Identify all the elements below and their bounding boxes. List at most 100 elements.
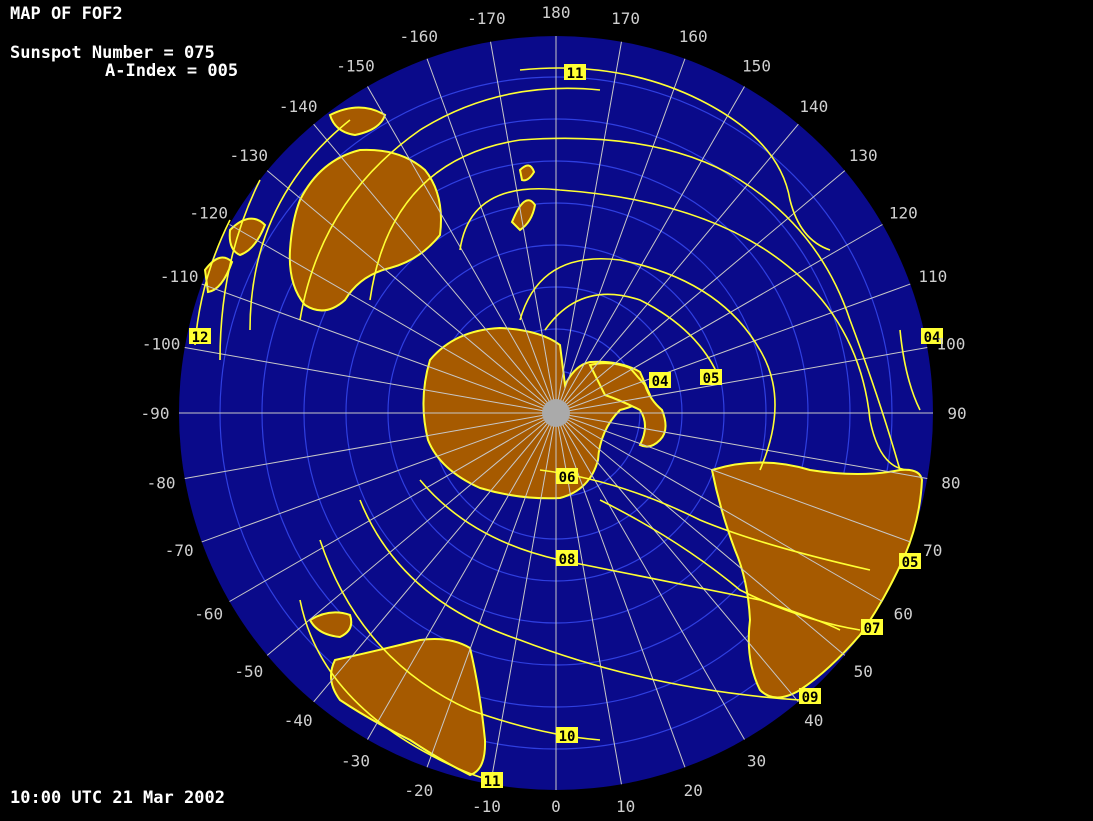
longitude-label: 80 <box>941 474 960 493</box>
meridian-line <box>555 412 928 479</box>
south-pole <box>542 399 570 427</box>
contour-09 <box>359 499 801 701</box>
new-zealand-north <box>518 164 536 182</box>
svg-text:08: 08 <box>559 552 576 568</box>
svg-text:06: 06 <box>559 470 576 486</box>
contour-07 <box>599 499 861 631</box>
longitude-label: -110 <box>160 267 199 286</box>
longitude-label: 10 <box>616 797 635 816</box>
contour-06 <box>369 137 901 471</box>
contour-label: 04 <box>921 328 943 346</box>
longitude-label: 50 <box>854 662 873 681</box>
longitude-label: -40 <box>284 711 313 730</box>
longitude-label: -120 <box>189 204 228 223</box>
svg-text:04: 04 <box>924 330 941 346</box>
longitude-label: 180 <box>542 3 571 22</box>
a-index: A-Index = 005 <box>105 61 239 81</box>
fof2-contours <box>194 67 921 781</box>
longitude-label: -90 <box>141 404 170 423</box>
longitude-label: -20 <box>404 781 433 800</box>
longitude-label: -70 <box>165 541 194 560</box>
longitude-label: 40 <box>804 711 823 730</box>
contour-label: 10 <box>556 727 578 745</box>
africa <box>330 638 487 777</box>
longitude-label: 0 <box>551 797 561 816</box>
longitude-label: -10 <box>472 797 501 816</box>
sunspot-number: Sunspot Number = 075 <box>10 43 215 63</box>
meridian-line <box>313 412 557 703</box>
antarctic-peninsula <box>588 362 667 448</box>
indonesia <box>228 217 267 257</box>
land-masses <box>203 106 924 777</box>
madagascar <box>308 611 353 639</box>
contour-label: 11 <box>564 64 586 82</box>
meridian-line <box>201 283 557 414</box>
longitude-label: 150 <box>742 57 771 76</box>
contour-05b <box>459 188 911 471</box>
longitude-label: -140 <box>279 97 318 116</box>
contour-09a <box>249 119 351 331</box>
contour-label: 12 <box>189 328 211 346</box>
contour-label: 05 <box>700 369 722 387</box>
longitude-label: -50 <box>234 662 263 681</box>
contour-labels: 11 12 04 04 05 06 08 05 07 09 10 11 <box>189 64 943 790</box>
contour-label: 07 <box>861 619 883 637</box>
meridian-line <box>184 347 557 414</box>
contour-08a <box>299 87 601 321</box>
longitude-labels: 180 1701601501401301201101009080706050403… <box>141 3 967 816</box>
meridian-line <box>229 412 557 602</box>
longitude-label: -60 <box>194 605 223 624</box>
meridian-line <box>555 123 799 414</box>
longitude-label: 60 <box>894 605 913 624</box>
svg-text:09: 09 <box>802 690 819 706</box>
svg-text:11: 11 <box>484 774 501 790</box>
longitude-label: -30 <box>341 751 370 770</box>
contour-label: 05 <box>899 553 921 571</box>
contour-11b <box>299 599 491 781</box>
longitude-label: 100 <box>936 334 965 353</box>
svg-text:05: 05 <box>703 371 720 387</box>
meridian-line <box>555 170 846 414</box>
sumatra <box>203 256 234 294</box>
longitude-label: 90 <box>947 404 966 423</box>
longitude-label: 120 <box>889 204 918 223</box>
meridian-line <box>555 412 883 602</box>
longitude-label: -170 <box>467 9 506 28</box>
meridian-line <box>555 283 911 414</box>
longitude-label: -150 <box>336 57 375 76</box>
longitude-label: 160 <box>679 27 708 46</box>
contour-04b <box>899 329 921 411</box>
meridian-line <box>266 412 557 656</box>
map-title: MAP OF FOF2 <box>10 4 123 24</box>
meridian-line <box>555 224 883 414</box>
longitude-label: -160 <box>400 27 439 46</box>
meridian-line <box>555 347 928 414</box>
longitude-label: 170 <box>611 9 640 28</box>
longitude-label: -80 <box>147 474 176 493</box>
meridian-line <box>490 41 557 414</box>
contour-10a <box>219 179 261 361</box>
longitude-label: 70 <box>923 541 942 560</box>
contour-08 <box>419 479 841 631</box>
meridian-line <box>555 412 911 543</box>
utc-timestamp: 10:00 UTC 21 Mar 2002 <box>10 788 225 808</box>
australia <box>288 148 442 312</box>
meridian-line <box>313 123 557 414</box>
svg-text:07: 07 <box>864 621 881 637</box>
svg-text:10: 10 <box>559 729 576 745</box>
meridian-line <box>555 58 686 414</box>
longitude-label: -130 <box>230 146 269 165</box>
meridian-line <box>266 170 557 414</box>
contour-04 <box>544 293 721 381</box>
longitude-label: 130 <box>849 146 878 165</box>
meridian-line <box>367 412 557 740</box>
longitude-label: 20 <box>684 781 703 800</box>
meridian-line <box>555 86 745 414</box>
svg-text:12: 12 <box>192 330 209 346</box>
meridian-line <box>426 58 557 414</box>
meridian-line <box>426 412 557 768</box>
longitude-label: 110 <box>918 267 947 286</box>
contour-10 <box>319 539 601 741</box>
